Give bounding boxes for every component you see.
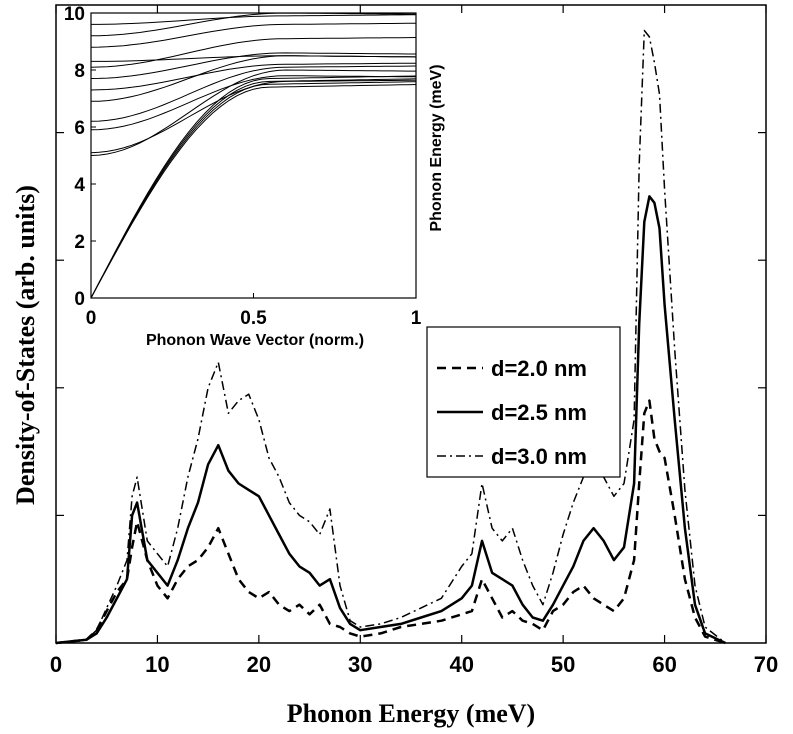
- inset-dispersion-branch: [91, 14, 417, 25]
- inset-dispersion-branch: [90, 75, 417, 299]
- inset-y-tick-label: 2: [74, 232, 85, 253]
- inset-y-tick-label: 8: [74, 61, 85, 82]
- main-x-tick-label: 50: [551, 652, 575, 677]
- inset-dispersion-branch: [90, 52, 416, 79]
- inset-y-axis-label: Phonon Energy (meV): [428, 64, 445, 231]
- inset-background: [90, 12, 417, 299]
- main-x-tick-label: 60: [652, 652, 676, 677]
- inset-dispersion-branch: [90, 75, 416, 131]
- inset-dispersion-branch: [90, 62, 416, 91]
- legend: d=2.0 nm d=2.5 nm d=3.0 nm: [426, 326, 621, 478]
- inset-x-tick-label: 0.5: [240, 308, 267, 329]
- legend-label-3-0: d=3.0 nm: [491, 444, 587, 469]
- dos-series-dashed: [55, 399, 726, 645]
- inset-dispersion-branch: [91, 55, 417, 62]
- dos-series-dash-dot: [55, 29, 726, 644]
- main-x-axis-label: Phonon Energy (meV): [287, 699, 535, 728]
- inset-x-tick-label: 1: [411, 308, 422, 329]
- inset-dispersion-branch: [90, 37, 417, 68]
- inset-y-tick-label: 10: [64, 4, 85, 25]
- main-plot-frame: [55, 4, 767, 644]
- main-x-tick-label: 0: [50, 652, 62, 677]
- main-y-axis-label: Density-of-States (arb. units): [11, 185, 40, 505]
- inset-dispersion-branch: [90, 84, 417, 299]
- inset-dispersion-branch: [90, 78, 417, 299]
- inset-dispersion-branch: [90, 12, 416, 37]
- main-x-tick-label: 40: [449, 652, 473, 677]
- main-x-tick-label: 20: [247, 652, 271, 677]
- legend-box: [426, 326, 621, 478]
- inset-y-tick-label: 6: [74, 118, 85, 139]
- main-x-tick-label: 70: [754, 652, 778, 677]
- inset-dispersion-branch: [90, 79, 416, 154]
- dos-series-solid: [55, 195, 726, 645]
- legend-label-2-0: d=2.0 nm: [491, 356, 587, 381]
- main-x-tick-label: 30: [348, 652, 372, 677]
- legend-label-2-5: d=2.5 nm: [491, 400, 587, 425]
- inset-y-tick-label: 4: [74, 175, 85, 196]
- inset-x-tick-label: 0: [86, 308, 97, 329]
- inset-y-tick-label: 0: [74, 289, 85, 310]
- inset-dispersion-branch: [90, 22, 416, 48]
- main-x-tick-label: 10: [145, 652, 169, 677]
- inset-dispersion-branch: [90, 65, 417, 122]
- inset-x-axis-label: Phonon Wave Vector (norm.): [146, 332, 364, 349]
